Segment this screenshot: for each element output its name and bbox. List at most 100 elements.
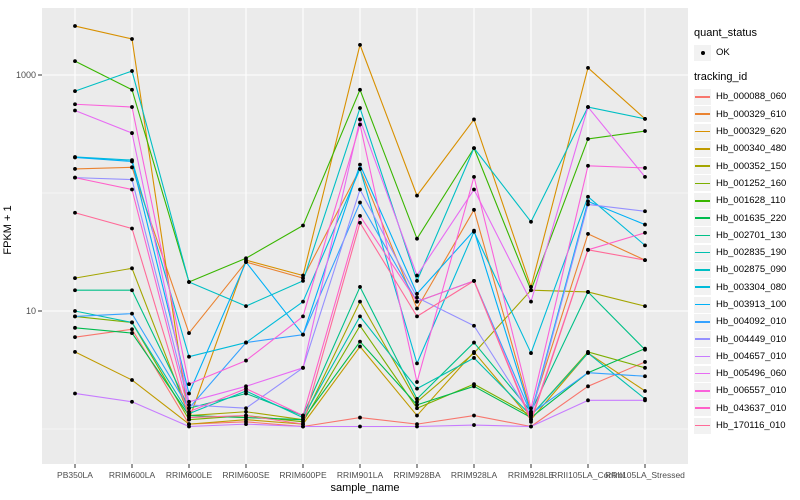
data-point xyxy=(472,146,476,151)
data-point xyxy=(472,356,476,360)
legend-key-line xyxy=(695,234,710,237)
legend-item-Hb_003913_100: Hb_003913_100 xyxy=(694,296,800,313)
data-point xyxy=(529,424,533,429)
data-point xyxy=(130,327,134,332)
y-tick-label: 10 xyxy=(26,306,36,316)
plot-panel xyxy=(42,8,688,464)
data-point xyxy=(472,278,476,283)
legend-key xyxy=(694,417,711,434)
data-point xyxy=(358,200,362,205)
data-point xyxy=(472,423,476,427)
data-point xyxy=(415,306,419,311)
legend-item-Hb_004449_010: Hb_004449_010 xyxy=(694,330,800,348)
data-point xyxy=(415,314,419,319)
data-point xyxy=(415,396,419,401)
legend-key xyxy=(694,158,711,175)
legend-item-Hb_000352_150: Hb_000352_150 xyxy=(694,157,800,175)
x-tick-label-RRIM901LA: RRIM901LA xyxy=(337,470,384,480)
data-point xyxy=(529,351,533,355)
legend-item-label: Hb_002835_190 xyxy=(716,247,787,259)
legend-key-line xyxy=(695,286,710,288)
data-point xyxy=(643,222,647,227)
data-point xyxy=(73,350,77,354)
data-point xyxy=(130,288,134,293)
data-point xyxy=(415,424,419,429)
legend-item-Hb_000088_060: Hb_000088_060 xyxy=(694,88,800,105)
data-point xyxy=(643,304,647,309)
data-point xyxy=(73,108,77,113)
legend-item-label: Hb_002875_090 xyxy=(716,264,787,276)
data-point xyxy=(358,323,362,328)
data-point xyxy=(301,314,305,319)
legend-item-label: Hb_000088_060 xyxy=(716,91,787,103)
data-point xyxy=(130,87,134,92)
data-point xyxy=(73,288,77,293)
data-point xyxy=(73,309,77,313)
data-point xyxy=(358,415,362,420)
data-point xyxy=(187,280,191,284)
data-point xyxy=(130,37,134,41)
data-point xyxy=(301,223,305,228)
data-point xyxy=(244,422,248,427)
legend-key-line xyxy=(695,321,710,323)
legend-key-line xyxy=(695,338,710,340)
data-point xyxy=(187,354,191,359)
data-point xyxy=(643,360,647,364)
data-point xyxy=(73,210,77,215)
x-tick-label-RRIM600LA: RRIM600LA xyxy=(109,470,156,480)
data-point xyxy=(244,358,248,363)
data-point xyxy=(73,59,77,64)
data-point xyxy=(529,419,533,424)
legend-item-Hb_001635_220: Hb_001635_220 xyxy=(694,209,800,227)
data-point xyxy=(130,165,134,170)
x-axis-title: sample_name xyxy=(330,482,400,494)
data-point xyxy=(358,314,362,319)
data-point xyxy=(415,295,419,300)
legend-key xyxy=(694,192,711,209)
data-point xyxy=(586,232,590,236)
legend-key xyxy=(694,365,711,382)
legend-item-label: Hb_004449_010 xyxy=(716,333,787,345)
data-point xyxy=(643,166,647,170)
data-point xyxy=(586,290,590,294)
data-point xyxy=(130,177,134,182)
data-point xyxy=(301,299,305,304)
data-point xyxy=(301,276,305,281)
data-point xyxy=(472,187,476,192)
data-point xyxy=(358,122,362,127)
legend-quant-status: quant_status OK xyxy=(694,27,800,61)
data-point xyxy=(187,382,191,387)
legend-item-Hb_170116_010: Hb_170116_010 xyxy=(694,417,800,434)
data-point xyxy=(358,285,362,289)
data-point xyxy=(643,174,647,179)
data-point xyxy=(130,226,134,231)
legend-key-line xyxy=(695,303,710,306)
data-point xyxy=(301,278,305,283)
legend-key-line xyxy=(695,148,710,150)
data-point xyxy=(358,424,362,429)
data-point xyxy=(415,273,419,278)
legend-key xyxy=(694,400,711,417)
data-point xyxy=(643,209,647,214)
legend-quant-items: OK xyxy=(694,44,800,61)
data-point xyxy=(529,285,533,289)
data-point xyxy=(130,105,134,109)
legend-item-label: Hb_004092_010 xyxy=(716,316,787,328)
legend-item-label: Hb_004657_010 xyxy=(716,350,787,362)
y-axis-title: FPKM + 1 xyxy=(2,205,14,255)
data-point xyxy=(187,331,191,335)
data-point xyxy=(187,403,191,407)
data-point xyxy=(529,288,533,293)
data-point xyxy=(415,278,419,283)
legend-key-line xyxy=(695,424,710,427)
data-point xyxy=(529,406,533,411)
data-point xyxy=(130,311,134,316)
data-point xyxy=(358,117,362,122)
legend-key xyxy=(694,44,711,61)
legend-item-Hb_002701_130: Hb_002701_130 xyxy=(694,227,800,244)
data-point xyxy=(472,340,476,345)
data-point xyxy=(643,389,647,393)
x-tick-label-RRII105LA_Stressed: RRII105LA_Stressed xyxy=(605,470,685,480)
data-point xyxy=(301,413,305,418)
legend-key xyxy=(694,140,711,157)
